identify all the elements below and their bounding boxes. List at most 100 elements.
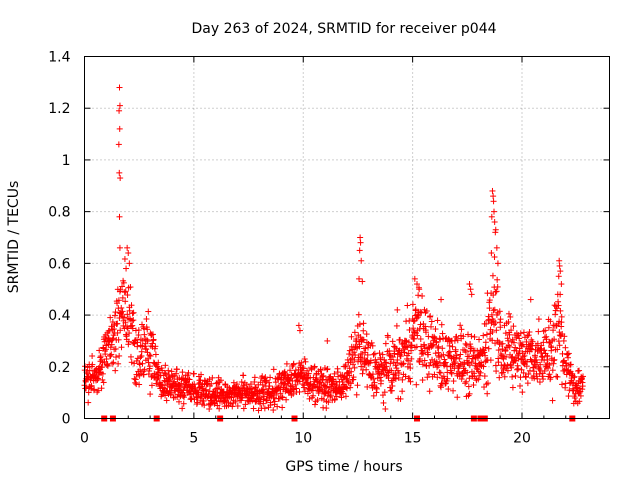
data-point (482, 344, 489, 351)
data-point (98, 385, 105, 392)
data-point (125, 250, 132, 257)
data-point (416, 358, 423, 365)
data-point (240, 372, 247, 379)
data-point (108, 351, 115, 358)
data-point (490, 292, 497, 299)
data-point (410, 325, 417, 332)
y-tick-label: 0.4 (48, 308, 70, 324)
data-point (466, 353, 473, 360)
data-point (325, 399, 332, 406)
data-point (452, 346, 459, 353)
data-point (442, 359, 449, 366)
data-point (555, 298, 562, 305)
data-point (369, 342, 376, 349)
data-point (565, 354, 572, 361)
data-point (118, 344, 125, 351)
data-point (238, 378, 245, 385)
data-point (164, 382, 171, 389)
data-point (270, 407, 277, 414)
data-point (431, 371, 438, 378)
data-point (504, 362, 511, 369)
data-point (557, 307, 564, 314)
data-point (296, 327, 303, 334)
data-point (508, 327, 515, 334)
x-tick-label: 20 (513, 431, 531, 447)
data-point (260, 386, 267, 393)
data-point (562, 344, 569, 351)
data-point (162, 362, 169, 369)
data-point (144, 326, 151, 333)
data-point (99, 376, 106, 383)
data-point (406, 326, 413, 333)
data-point (468, 333, 475, 340)
data-point (279, 394, 286, 401)
data-point (232, 398, 239, 405)
data-point (378, 360, 385, 367)
data-point (300, 365, 307, 372)
data-point (305, 370, 312, 377)
data-point (107, 314, 114, 321)
data-point (546, 371, 553, 378)
data-point (186, 376, 193, 383)
data-point (351, 356, 358, 363)
data-point (377, 356, 384, 363)
data-point (405, 357, 412, 364)
data-point (543, 336, 550, 343)
data-point (476, 336, 483, 343)
data-point (446, 342, 453, 349)
data-point (242, 401, 249, 408)
data-point (562, 384, 569, 391)
data-point (364, 351, 371, 358)
data-point (322, 389, 329, 396)
data-point (278, 393, 285, 400)
data-point (448, 370, 455, 377)
data-point (470, 382, 477, 389)
y-tick-label: 1.4 (48, 50, 70, 66)
data-point (141, 366, 148, 373)
data-point (94, 375, 101, 382)
data-point (174, 394, 181, 401)
data-point (234, 381, 241, 388)
data-point (298, 359, 305, 366)
data-point (360, 336, 367, 343)
data-point (494, 276, 501, 283)
data-point (495, 347, 502, 354)
data-point (100, 379, 107, 386)
data-point (490, 198, 497, 205)
data-point (346, 372, 353, 379)
data-point (110, 359, 117, 366)
data-point (160, 389, 167, 396)
data-point (489, 187, 496, 194)
data-point (434, 374, 441, 381)
data-point (432, 350, 439, 357)
data-point (117, 175, 124, 182)
data-point (439, 330, 446, 337)
data-point (561, 333, 568, 340)
data-point (495, 359, 502, 366)
data-point (129, 325, 136, 332)
data-point (287, 367, 294, 374)
data-point (206, 405, 213, 412)
data-point (407, 378, 414, 385)
data-point (516, 382, 523, 389)
data-point (540, 339, 547, 346)
data-point (339, 378, 346, 385)
data-point (544, 353, 551, 360)
data-point (247, 381, 254, 388)
data-point (561, 366, 568, 373)
data-point (418, 343, 425, 350)
data-point (433, 358, 440, 365)
data-point (103, 362, 110, 369)
data-point (311, 364, 318, 371)
data-point (449, 343, 456, 350)
data-point (489, 337, 496, 344)
data-point (122, 319, 129, 326)
data-point (165, 378, 172, 385)
data-point (441, 356, 448, 363)
data-point (554, 373, 561, 380)
data-point (408, 347, 415, 354)
data-point (554, 346, 561, 353)
data-point (460, 333, 467, 340)
data-point (126, 330, 133, 337)
data-point (299, 381, 306, 388)
